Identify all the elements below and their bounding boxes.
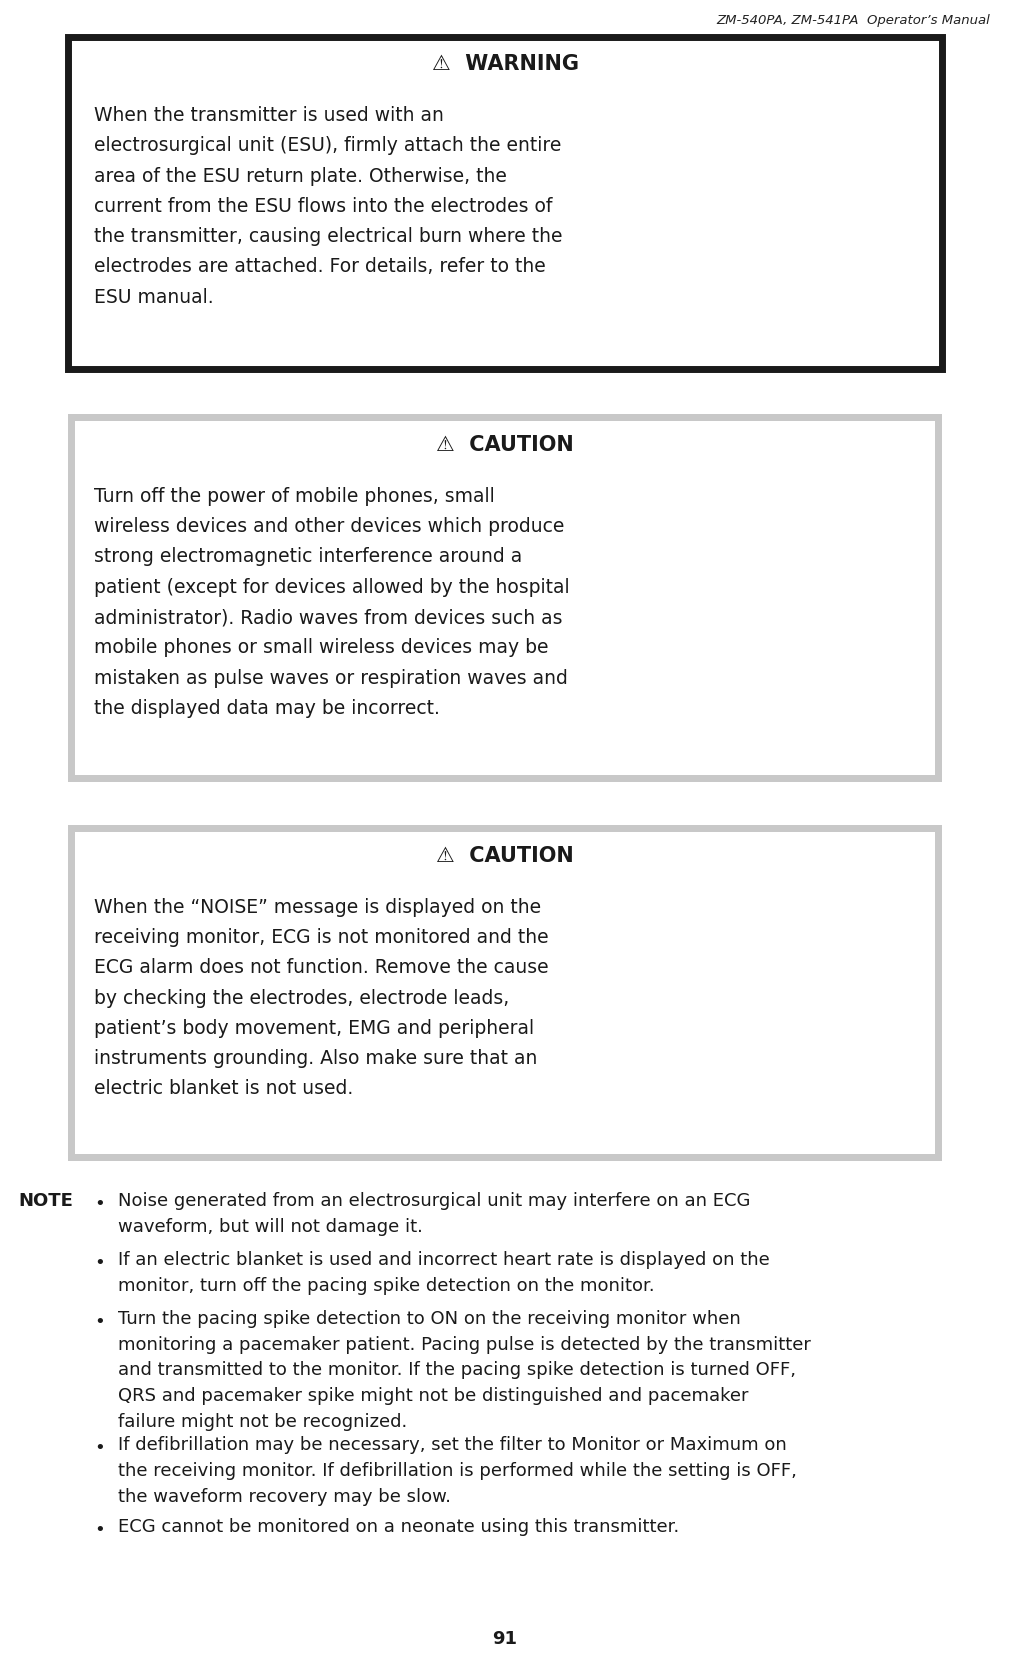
Text: •: • [95, 1253, 105, 1271]
FancyBboxPatch shape [68, 38, 942, 369]
Text: If defibrillation may be necessary, set the filter to Monitor or Maximum on
the : If defibrillation may be necessary, set … [118, 1435, 797, 1504]
Text: When the “NOISE” message is displayed on the
receiving monitor, ECG is not monit: When the “NOISE” message is displayed on… [94, 897, 548, 1097]
Text: Turn off the power of mobile phones, small
wireless devices and other devices wh: Turn off the power of mobile phones, sma… [94, 487, 570, 717]
Text: •: • [95, 1195, 105, 1211]
Text: If an electric blanket is used and incorrect heart rate is displayed on the
moni: If an electric blanket is used and incor… [118, 1250, 770, 1294]
FancyBboxPatch shape [68, 415, 942, 783]
Text: Turn the pacing spike detection to ON on the receiving monitor when
monitoring a: Turn the pacing spike detection to ON on… [118, 1309, 811, 1430]
Text: •: • [95, 1312, 105, 1331]
Text: ECG cannot be monitored on a neonate using this transmitter.: ECG cannot be monitored on a neonate usi… [118, 1518, 680, 1536]
Text: •: • [95, 1438, 105, 1456]
FancyBboxPatch shape [75, 422, 935, 776]
Text: 91: 91 [493, 1629, 517, 1647]
FancyBboxPatch shape [68, 826, 942, 1162]
Text: NOTE: NOTE [18, 1192, 73, 1210]
Text: Noise generated from an electrosurgical unit may interfere on an ECG
waveform, b: Noise generated from an electrosurgical … [118, 1192, 750, 1235]
Text: ⚠  CAUTION: ⚠ CAUTION [436, 435, 574, 455]
Text: ⚠  CAUTION: ⚠ CAUTION [436, 846, 574, 866]
Text: ⚠  WARNING: ⚠ WARNING [431, 55, 579, 74]
FancyBboxPatch shape [75, 832, 935, 1154]
Text: When the transmitter is used with an
electrosurgical unit (ESU), firmly attach t: When the transmitter is used with an ele… [94, 106, 563, 306]
Text: •: • [95, 1519, 105, 1537]
Text: ZM-540PA, ZM-541PA  Operator’s Manual: ZM-540PA, ZM-541PA Operator’s Manual [716, 13, 990, 26]
